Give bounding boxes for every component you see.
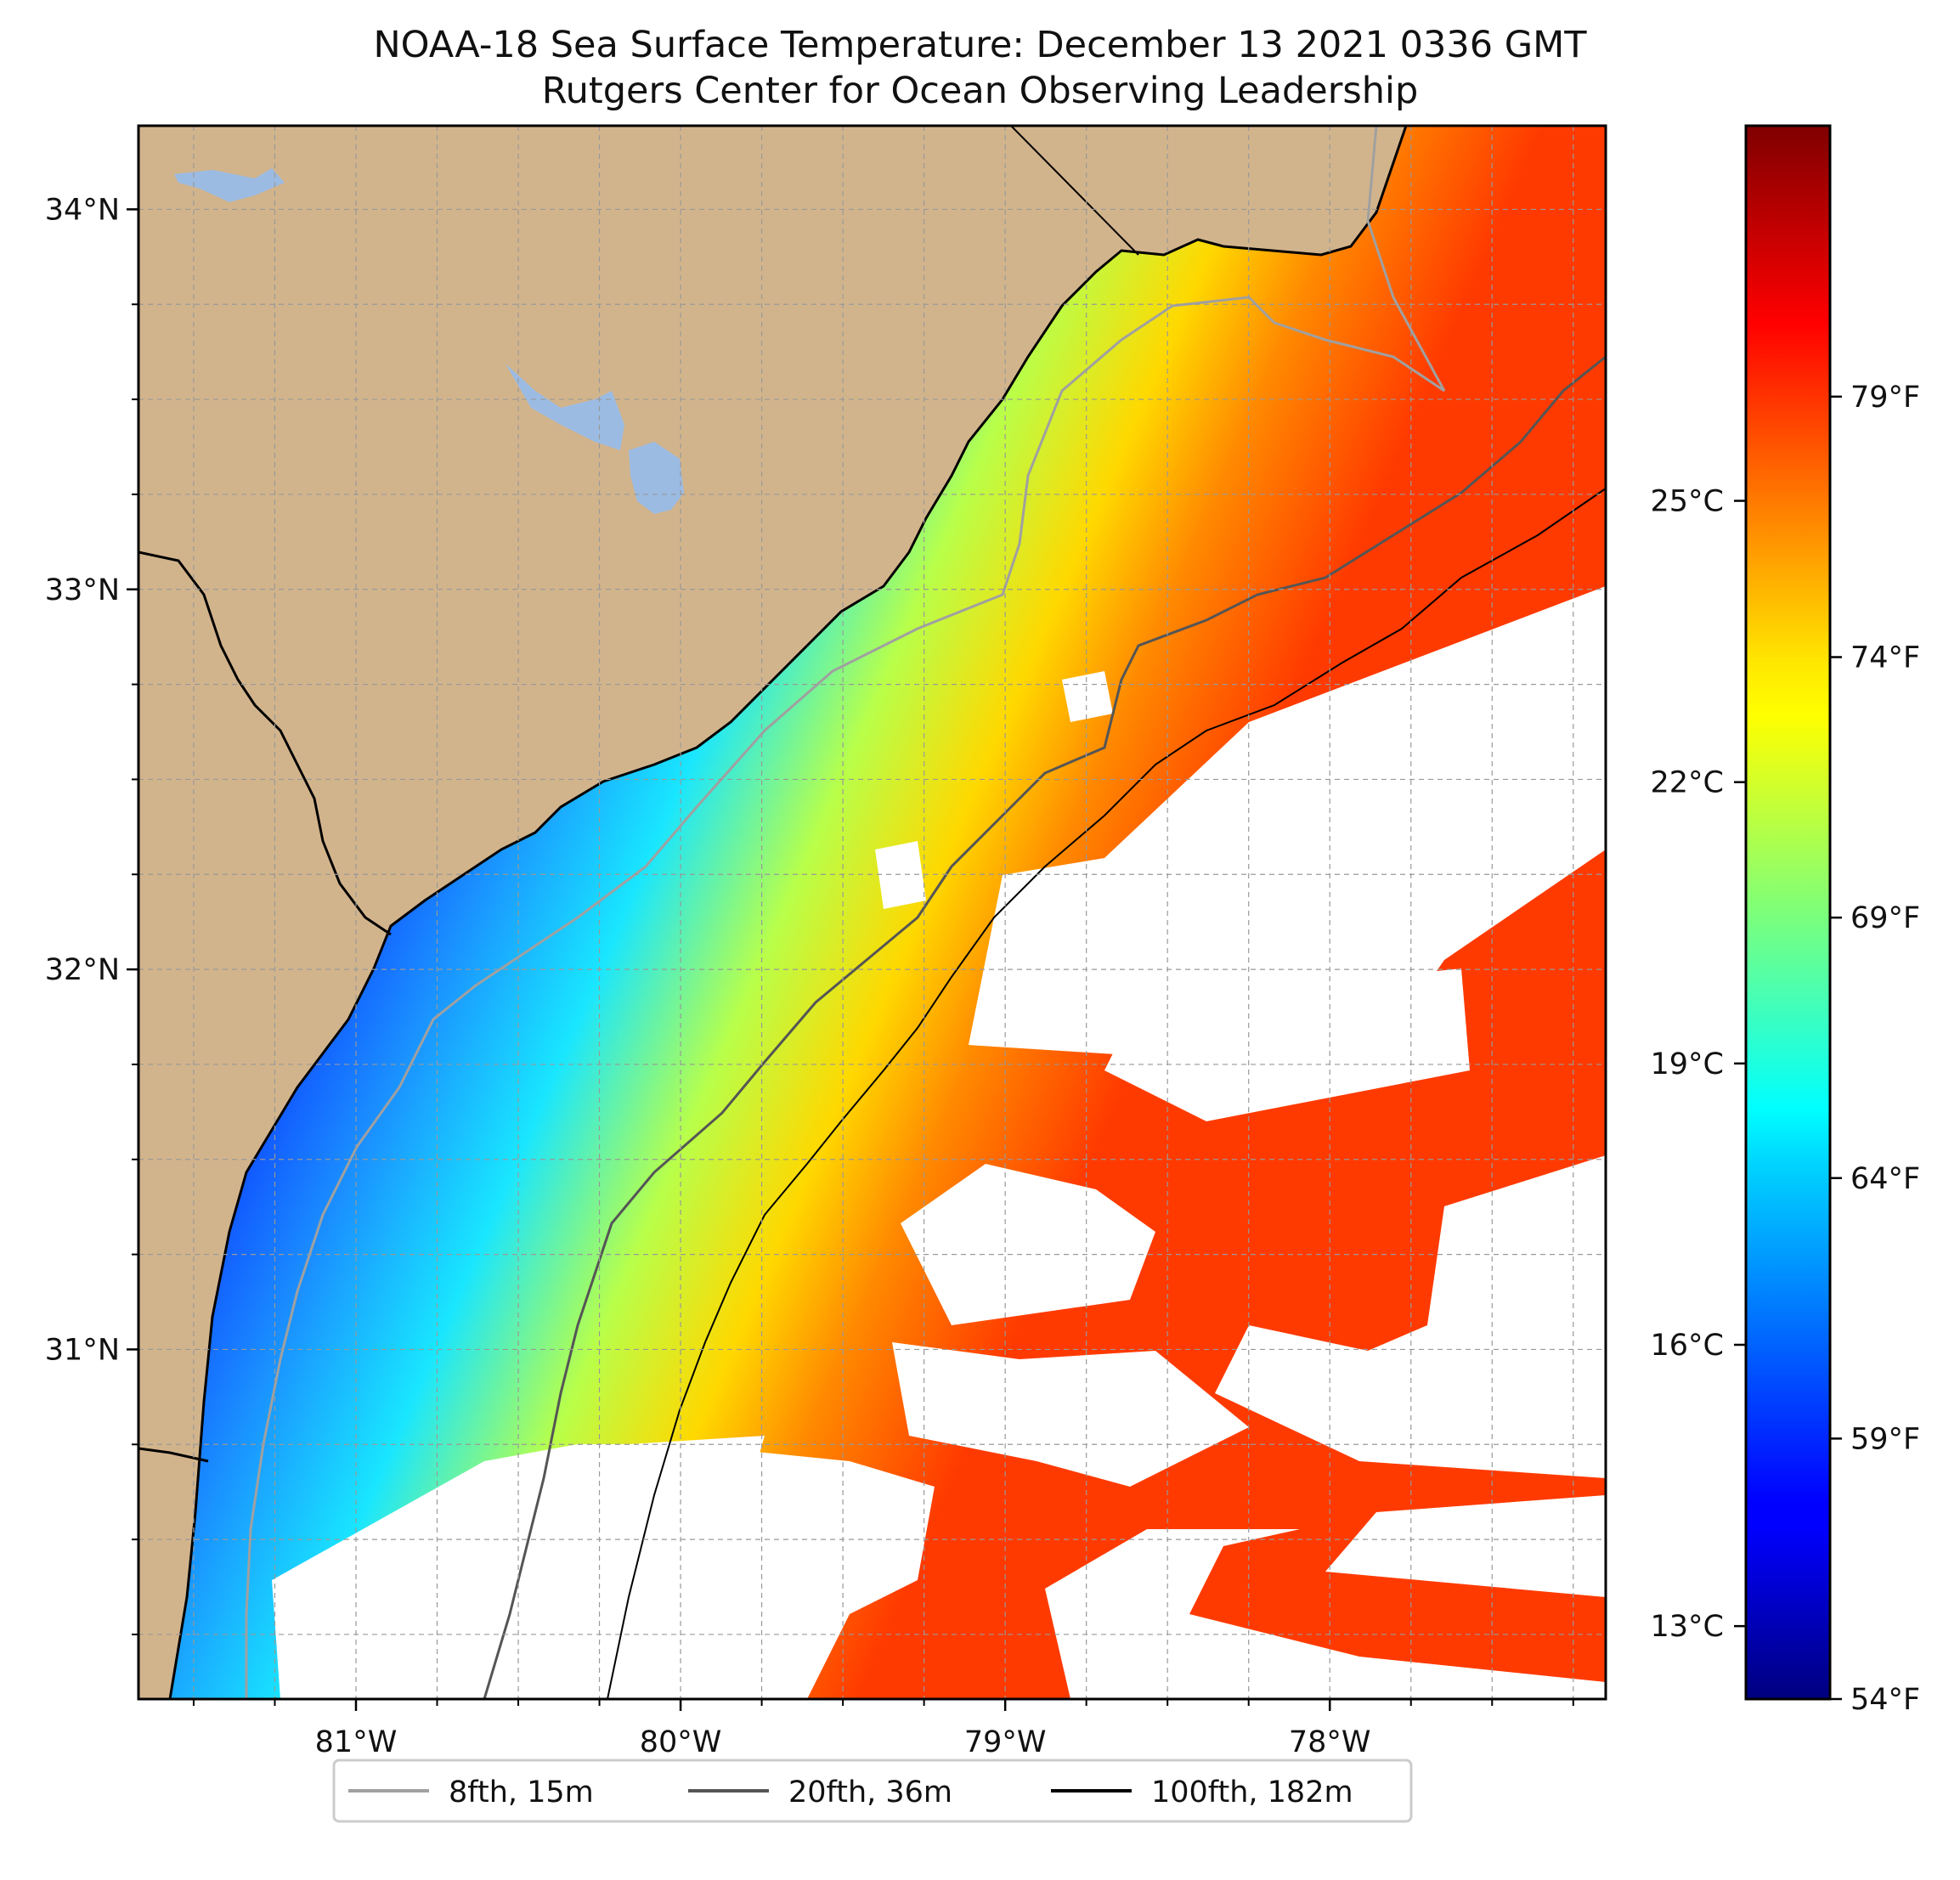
state-border-fl [138,1447,209,1463]
fahrenheit-tick-label: 59°F [1850,1422,1920,1456]
legend-label: 20fth, 36m [788,1776,952,1809]
land-mass [138,126,1606,1699]
legend-label: 8fth, 15m [449,1776,594,1809]
fahrenheit-tick-label: 79°F [1850,381,1920,415]
legend-box [332,1759,1413,1823]
lon-tick-label: 79°W [964,1725,1047,1759]
map-area [138,126,1606,1699]
isobath-8fth [245,126,1446,1699]
colorbar-fahrenheit-ticks: 54°F 59°F 64°F 69°F 74°F 79°F [1830,381,1920,1717]
lat-tick-label: 31°N [45,1333,120,1367]
fahrenheit-tick-label: 64°F [1850,1162,1920,1196]
map-subtitle: Rutgers Center for Ocean Observing Leade… [541,70,1419,112]
celsius-tick-label: 19°C [1651,1047,1724,1081]
latitude-ticks: 34°N 33°N 32°N 31°N [45,193,138,1635]
celsius-tick-label: 13°C [1651,1610,1724,1644]
colorbar-celsius-ticks: 13°C 16°C 19°C 22°C 25°C [1651,485,1746,1644]
map-title: NOAA-18 Sea Surface Temperature: Decembe… [373,24,1587,66]
legend-label: 100fth, 182m [1151,1776,1353,1809]
fahrenheit-tick-label: 74°F [1850,641,1920,675]
map-gridlines [138,126,1606,1699]
lat-tick-label: 32°N [45,953,120,987]
state-border-nc [1010,126,1139,256]
no-data-areas [272,586,1606,1699]
map-frame [137,124,1607,1701]
celsius-tick-label: 25°C [1651,485,1724,519]
celsius-tick-label: 16°C [1651,1329,1724,1363]
longitude-ticks: 81°W 80°W 79°W 78°W [192,1699,1574,1759]
lakes [174,168,684,514]
lon-tick-label: 81°W [315,1725,398,1759]
isobath-100fth [607,488,1606,1699]
lat-tick-label: 33°N [45,573,120,607]
celsius-tick-label: 22°C [1651,766,1724,800]
isobath-legend: 8fth, 15m 20fth, 36m 100fth, 182m [332,1759,1413,1823]
colorbar [1744,124,1832,1701]
fahrenheit-tick-label: 69°F [1850,901,1920,935]
lat-tick-label: 34°N [45,193,120,227]
state-border [138,550,392,936]
coastline [168,126,1408,1699]
isobath-20fth [483,355,1606,1699]
fahrenheit-tick-label: 54°F [1850,1683,1920,1717]
lon-tick-label: 78°W [1289,1725,1371,1759]
lon-tick-label: 80°W [640,1725,722,1759]
